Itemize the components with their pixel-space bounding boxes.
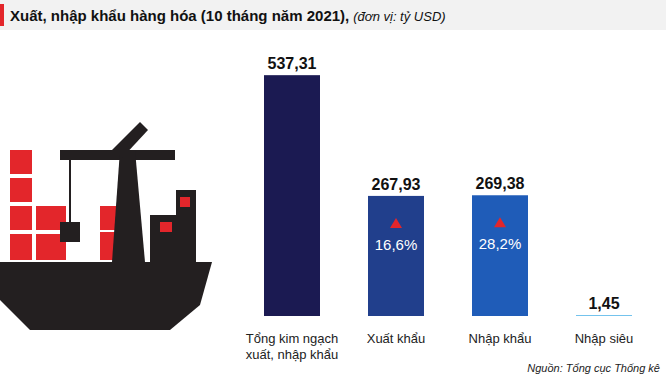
data-label: 1,45 [588, 295, 619, 312]
crane-cable [69, 160, 71, 222]
title-main: Xuất, nhập khẩu hàng hóa (10 tháng năm 2… [10, 7, 349, 24]
bars [264, 75, 632, 316]
category-label: Nhập khẩu [469, 331, 532, 346]
category-line: xuất, nhập khẩu [246, 347, 339, 362]
up-arrow [494, 217, 506, 227]
category-line: Xuất khẩu [367, 331, 426, 346]
ship-hull [0, 262, 212, 330]
bar [264, 75, 320, 316]
ship-icon [0, 122, 212, 330]
title: Xuất, nhập khẩu hàng hóa (10 tháng năm 2… [10, 7, 446, 24]
container [10, 150, 32, 174]
crane-arm [112, 122, 148, 158]
chart: Xuất, nhập khẩu hàng hóa (10 tháng năm 2… [0, 0, 666, 380]
ship-bridge [150, 190, 196, 262]
up-arrow [390, 218, 402, 228]
data-label: 267,93 [372, 176, 421, 193]
labels: 537,31 Tổng kim ngạchxuất, nhập khẩu 267,9… [246, 55, 634, 362]
bar [576, 315, 632, 316]
category-label: Nhập siêu [575, 331, 634, 346]
annotation: 28,2% [479, 235, 522, 252]
container [10, 234, 32, 260]
category-line: Nhập khẩu [469, 331, 532, 346]
bar [368, 196, 424, 316]
bar [472, 195, 528, 316]
category-line: Nhập siêu [575, 331, 634, 346]
category-label: Tổng kim ngạchxuất, nhập khẩu [246, 331, 339, 362]
ship-window [180, 197, 190, 207]
header-accent [0, 4, 4, 26]
category-line: Tổng kim ngạch [246, 331, 339, 346]
category-label: Xuất khẩu [367, 331, 426, 346]
subtitle: (đơn vị: tỷ USD) [353, 9, 445, 24]
crane-tower [112, 150, 145, 262]
source: Nguồn: Tổng cục Thống kê [527, 362, 660, 374]
data-label: 269,38 [476, 175, 525, 192]
crane-load [60, 222, 80, 242]
data-label: 537,31 [268, 55, 317, 72]
container [10, 178, 32, 202]
annotation: 16,6% [375, 236, 418, 253]
ship-window [160, 222, 172, 232]
header-band [0, 0, 666, 30]
container [10, 206, 32, 230]
